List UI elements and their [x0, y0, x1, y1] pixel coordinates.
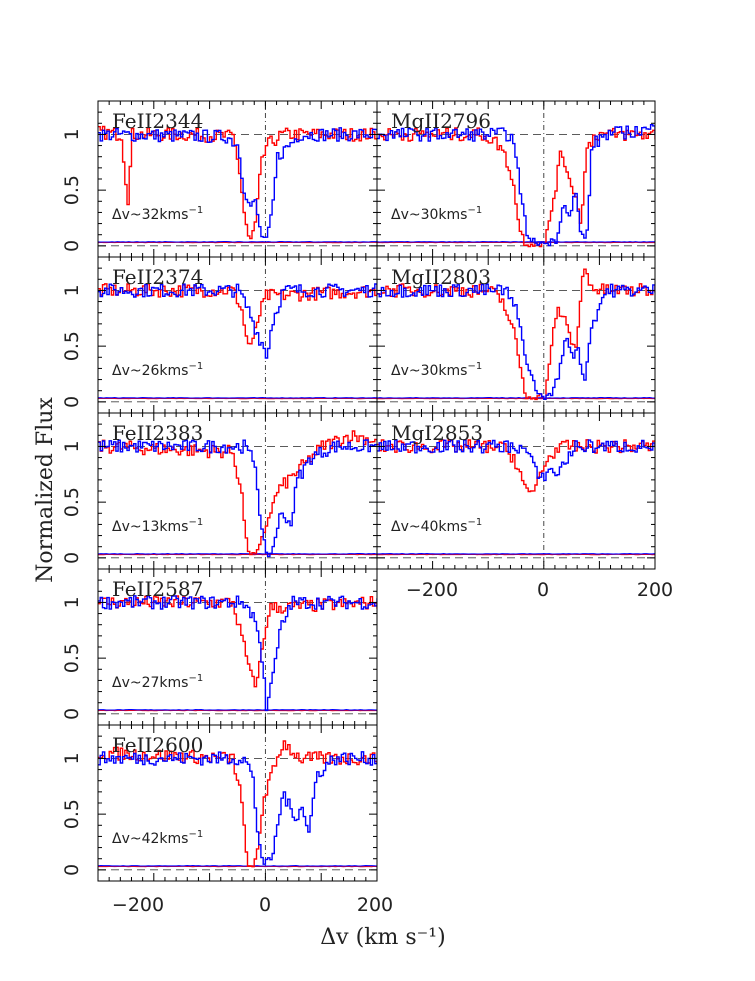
spectrum-blue [377, 439, 655, 482]
y-tick-label: 0 [61, 396, 83, 408]
velocity-width-exponent: −1 [467, 517, 482, 528]
velocity-width-label: Δv~32kms−1 [112, 205, 203, 223]
velocity-width-exponent: −1 [467, 361, 482, 372]
y-tick-label: 0.5 [61, 331, 83, 361]
velocity-width-label: Δv~30kms−1 [391, 205, 482, 223]
x-tick-label-right-2: 200 [637, 579, 673, 601]
spectrum-red [98, 430, 377, 556]
spectrum-blue [377, 283, 655, 400]
spectrum-red [377, 127, 655, 248]
velocity-width-exponent: −1 [188, 517, 203, 528]
y-tick-label: 0.5 [61, 175, 83, 205]
error-spectrum-blue [377, 397, 655, 399]
y-tick-label: 0 [61, 552, 83, 564]
error-spectrum-blue [98, 397, 377, 399]
velocity-width-exponent: −1 [188, 205, 203, 216]
panel-feii2600: 0 0.5 1 FeII2600 Δv~42kms−1 [61, 724, 378, 882]
y-tick-label: 0.5 [61, 643, 83, 673]
panel-mgi2853: MgI2853 Δv~40kms−1 [376, 412, 656, 570]
y-tick-label: 1 [61, 128, 83, 140]
ion-label: FeII2383 [112, 421, 203, 445]
y-tick-label: 1 [61, 596, 83, 608]
spectrum-red [98, 595, 377, 688]
y-tick-label: 0 [61, 708, 83, 720]
ion-label: FeII2374 [112, 265, 203, 289]
y-tick-label: 0 [61, 240, 83, 252]
spectrum-blue [377, 124, 655, 247]
ion-label: MgII2796 [391, 109, 491, 133]
x-tick-label-left-2: 200 [357, 894, 393, 916]
velocity-width-label: Δv~13kms−1 [112, 517, 203, 535]
panel-mgii2796: MgII2796 Δv~30kms−1 [376, 100, 656, 258]
panel-mgii2803: MgII2803 Δv~30kms−1 [376, 256, 656, 414]
right-x-tick-labels: −200 0 200 [406, 579, 673, 601]
spectrum-blue [98, 595, 377, 712]
spectrum-red [377, 439, 655, 493]
panel-feii2383: 0 0.5 1 FeII2383 Δv~13kms−1 [61, 412, 378, 570]
y-axis-title: Normalized Flux [33, 397, 58, 583]
velocity-width-label: Δv~30kms−1 [391, 361, 482, 379]
velocity-width-exponent: −1 [188, 361, 203, 372]
error-spectrum-blue [377, 241, 655, 243]
panel-grid: 0 0.5 1 FeII2344 Δv~32kms−1 0 0.5 1 FeII2374 Δv~2… [61, 100, 656, 882]
spectrum-red [98, 283, 377, 345]
x-tick-label-left-1: 0 [259, 894, 271, 916]
y-tick-label: 1 [61, 284, 83, 296]
panel-feii2587: 0 0.5 1 FeII2587 Δv~27kms−1 [61, 568, 378, 726]
spectrum-blue [98, 283, 377, 359]
y-tick-label: 0.5 [61, 799, 83, 829]
error-spectrum-blue [377, 553, 655, 555]
y-tick-label: 1 [61, 752, 83, 764]
velocity-width-label: Δv~40kms−1 [391, 517, 482, 535]
error-spectrum-blue [98, 241, 377, 243]
spectrum-blue [98, 751, 377, 865]
velocity-width-exponent: −1 [188, 673, 203, 684]
y-tick-label: 1 [61, 440, 83, 452]
ion-label: FeII2587 [112, 577, 203, 601]
panel-feii2374: 0 0.5 1 FeII2374 Δv~26kms−1 [61, 256, 378, 414]
spectrum-blue [98, 127, 377, 238]
ion-label: FeII2344 [112, 109, 203, 133]
velocity-width-exponent: −1 [188, 829, 203, 840]
panel-feii2344: 0 0.5 1 FeII2344 Δv~32kms−1 [61, 100, 378, 258]
ion-label: MgII2803 [391, 265, 491, 289]
x-tick-label-right-1: 0 [537, 579, 549, 601]
x-axis-title: Δv (km s⁻¹) [320, 925, 445, 950]
x-tick-label-right-0: −200 [406, 579, 458, 601]
velocity-width-label: Δv~42kms−1 [112, 829, 203, 847]
spectrum-blue [98, 439, 377, 558]
left-x-tick-labels: −200 0 200 [112, 894, 393, 916]
x-tick-label-left-0: −200 [112, 894, 164, 916]
error-spectrum-blue [98, 709, 377, 711]
velocity-width-label: Δv~27kms−1 [112, 673, 203, 691]
y-tick-label: 0 [61, 864, 83, 876]
ion-label: MgI2853 [391, 421, 483, 445]
y-tick-label: 0.5 [61, 487, 83, 517]
ion-label: FeII2600 [112, 733, 203, 757]
velocity-width-exponent: −1 [467, 205, 482, 216]
error-spectrum-blue [98, 865, 377, 867]
velocity-width-label: Δv~26kms−1 [112, 361, 203, 379]
error-spectrum-blue [98, 553, 377, 555]
